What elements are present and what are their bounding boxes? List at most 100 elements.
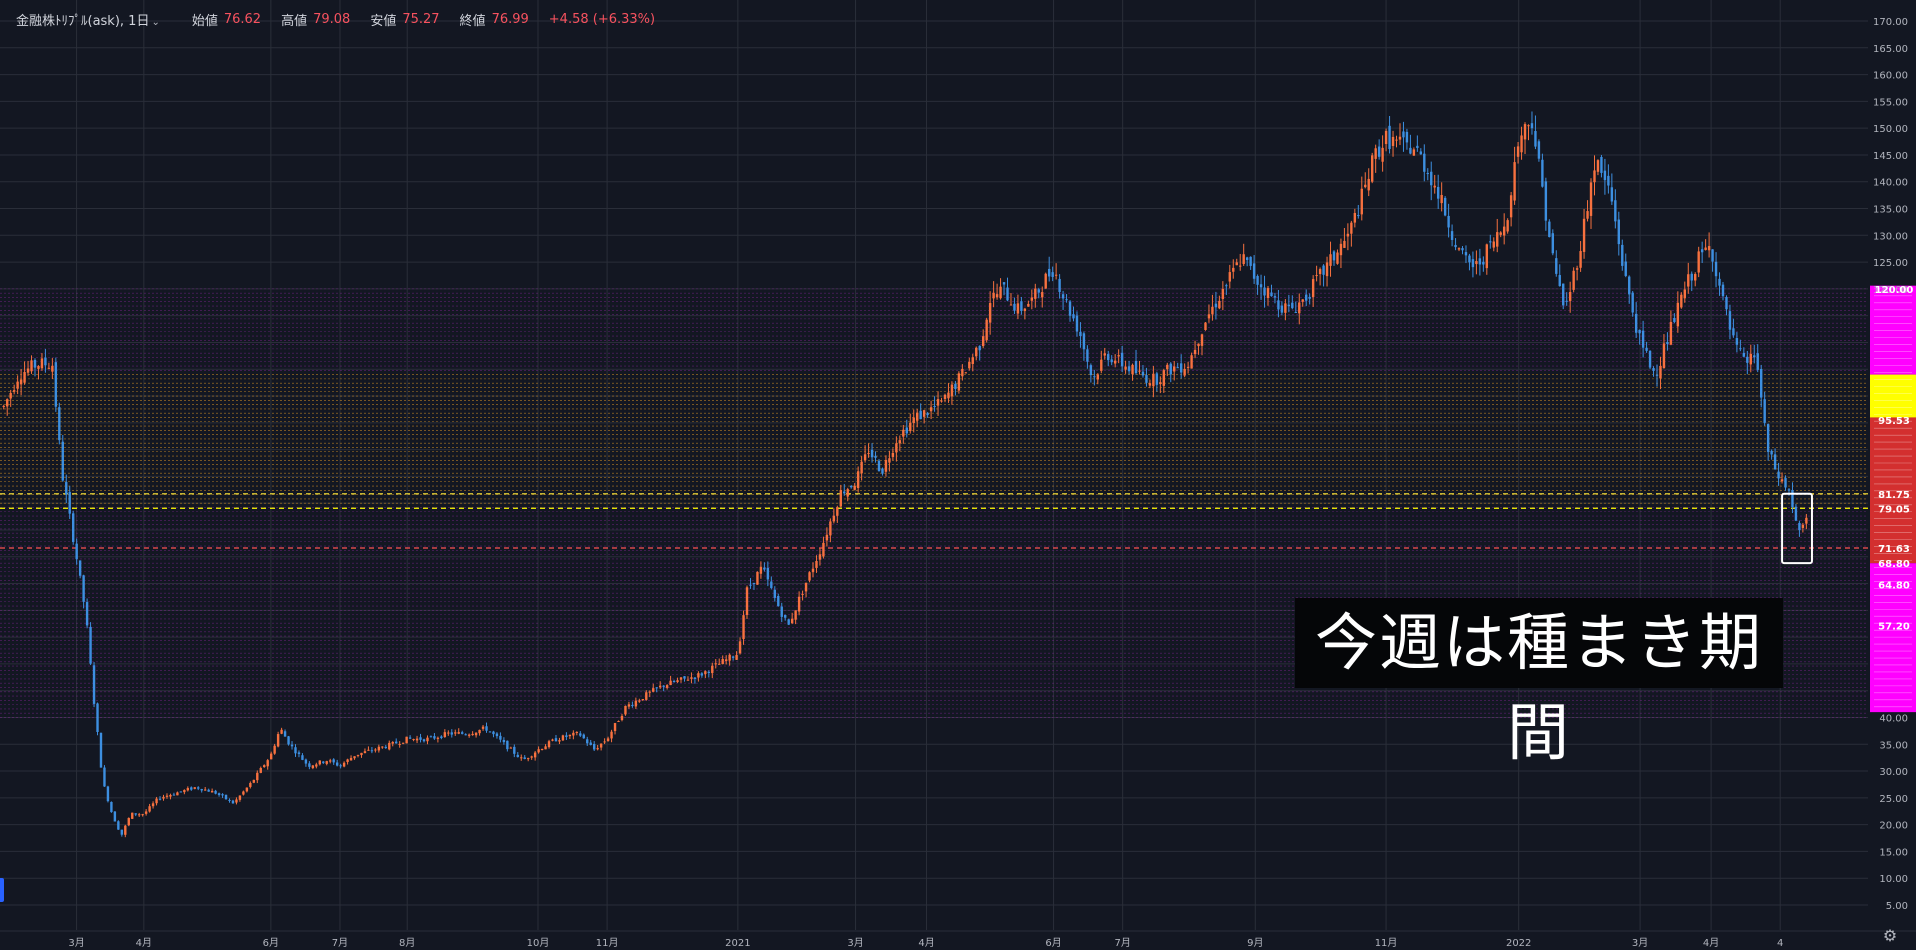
x-tick-label: 2022 [1506, 938, 1531, 949]
candle-body [426, 737, 429, 742]
candle-body [1218, 300, 1221, 309]
candle-body [756, 571, 759, 585]
candle-body [447, 732, 450, 734]
candle-body [461, 732, 464, 734]
candle-body [332, 759, 335, 763]
candle-body [217, 793, 221, 795]
candle-body [1659, 365, 1662, 379]
symbol-title[interactable]: 金融株ﾄﾘﾌﾟﾙ(ask), 1日 ⌄ [16, 14, 160, 29]
candle-body [346, 759, 349, 763]
candles [2, 111, 1808, 838]
low-value: 75.27 [402, 12, 440, 27]
candle-body [627, 704, 631, 707]
candle-body [544, 746, 547, 750]
candle-body [985, 319, 988, 341]
candle-body [471, 733, 474, 736]
axis-zone-yellow [1870, 374, 1916, 418]
candle-body [1381, 147, 1384, 162]
candle-body [457, 732, 460, 734]
candle-body [1704, 247, 1707, 250]
candle-body [1360, 188, 1363, 215]
candle-body [999, 286, 1002, 299]
axis-zone-magenta-bottom [1870, 563, 1916, 713]
candle-body [950, 384, 954, 397]
candle-body [58, 407, 61, 441]
candle-body [797, 596, 801, 612]
candle-body [1694, 274, 1697, 281]
candle-body [770, 581, 773, 588]
candle-body [1204, 322, 1207, 331]
candle-body [808, 572, 811, 581]
candle-body [606, 738, 610, 742]
candle-body [537, 749, 540, 753]
candle-body [1680, 294, 1683, 308]
candle-body [1777, 471, 1780, 479]
candle-body [61, 441, 64, 481]
candle-body [110, 801, 113, 813]
y-tick-label: 165.00 [1873, 44, 1908, 55]
candle-body [1530, 123, 1534, 129]
x-tick-label: 9月 [1247, 937, 1263, 949]
candle-body [818, 554, 822, 560]
candle-body [582, 734, 585, 739]
candle-body [294, 747, 297, 754]
candle-body [26, 368, 30, 373]
candle-body [1471, 259, 1475, 268]
chevron-down-icon[interactable]: ⌄ [151, 17, 160, 28]
candle-body [1805, 517, 1808, 524]
candle-body [6, 399, 9, 407]
candle-body [158, 798, 162, 800]
candle-body [33, 359, 37, 368]
candle-body [714, 663, 717, 665]
candle-body [850, 485, 853, 488]
candle-body [131, 812, 134, 819]
candle-body [276, 734, 280, 747]
candle-body [596, 748, 599, 750]
scroll-handle[interactable] [0, 878, 4, 902]
candle-body [690, 677, 693, 679]
candle-body [1332, 251, 1336, 261]
candle-body [1572, 270, 1575, 290]
candle-body [395, 741, 398, 744]
x-tick-label: 6月 [1045, 937, 1061, 949]
candle-body [1454, 244, 1457, 248]
candle-body [895, 443, 898, 453]
candle-body [1492, 241, 1495, 248]
candle-body [443, 732, 447, 738]
y-tick-label: 155.00 [1873, 97, 1908, 108]
y-tick-label: 20.00 [1879, 821, 1908, 832]
candle-body [1009, 304, 1013, 306]
candle-body [988, 303, 992, 323]
candle-body [1520, 135, 1523, 153]
candle-body [231, 800, 235, 804]
candle-body [1211, 306, 1214, 315]
candle-body [1700, 249, 1704, 253]
y-tick-label: 10.00 [1879, 874, 1908, 885]
candle-body [718, 663, 721, 665]
candle-body [85, 602, 89, 626]
x-tick-label: 7月 [332, 937, 348, 949]
candle-body [193, 787, 196, 789]
candle-body [1054, 274, 1058, 276]
candle-body [1131, 364, 1134, 375]
candle-body [54, 362, 58, 407]
candle-body [214, 790, 217, 794]
candle-body [1117, 355, 1120, 357]
candle-body [1433, 185, 1436, 188]
candle-body [1235, 262, 1238, 266]
candle-body [1537, 141, 1541, 159]
candle-body [1436, 186, 1440, 199]
candle-body [1523, 124, 1527, 140]
x-tick-label: 4 [1777, 938, 1783, 949]
candle-body [388, 742, 391, 750]
candle-body [1638, 329, 1641, 334]
candle-body [1225, 285, 1228, 287]
candle-body [697, 673, 700, 678]
candle-body [499, 735, 502, 740]
candle-body [474, 732, 478, 736]
candle-body [2, 405, 5, 407]
candle-body [916, 412, 919, 421]
gear-icon[interactable]: ⚙ [1882, 926, 1898, 945]
candle-body [1735, 338, 1739, 345]
